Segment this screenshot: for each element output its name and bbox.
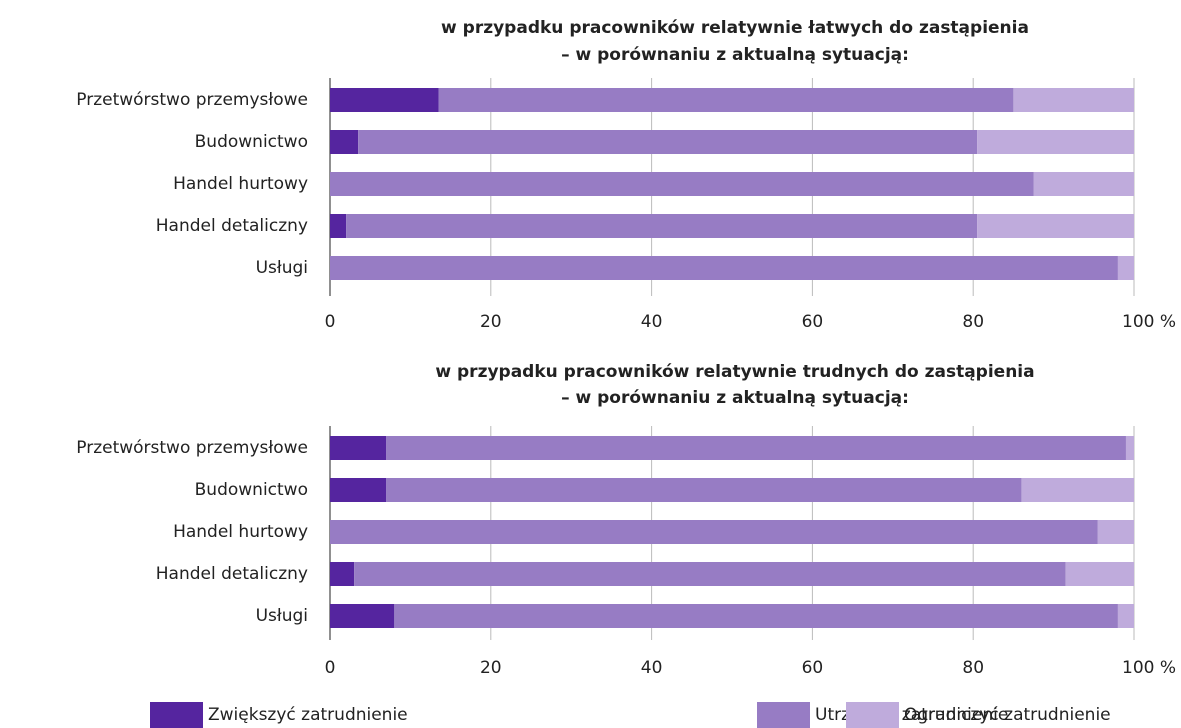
chart-title: w przypadku pracowników relatywnie łatwy… [441, 18, 1029, 38]
bar-segment [330, 520, 1098, 544]
x-tick-label: 40 [641, 658, 663, 678]
y-tick-label: Budownictwo [195, 480, 308, 500]
y-tick-label: Przetwórstwo przemysłowe [76, 438, 308, 458]
bar-segment [1117, 256, 1134, 280]
bar-segment [1117, 604, 1134, 628]
x-tick-label: 0 [325, 658, 336, 678]
bar-segment [358, 130, 978, 154]
bar-segment [330, 562, 355, 586]
bar-segment [438, 88, 1014, 112]
chart-subtitle: – w porównaniu z aktualną sytuacją: [561, 388, 909, 408]
y-tick-label: Budownictwo [195, 132, 308, 152]
y-tick-label: Handel detaliczny [156, 564, 308, 584]
x-tick-label: 80 [962, 658, 984, 678]
bar-segment [330, 436, 387, 460]
bar-segment [330, 88, 439, 112]
y-tick-label: Handel hurtowy [173, 522, 308, 542]
bar-segment [330, 478, 387, 502]
y-tick-label: Przetwórstwo przemysłowe [76, 90, 308, 110]
chart-title: w przypadku pracowników relatywnie trudn… [435, 362, 1034, 382]
bar-segment [977, 214, 1134, 238]
bar-segment [354, 562, 1066, 586]
x-tick-label: 100 % [1122, 658, 1176, 678]
legend-swatch [846, 702, 899, 728]
chart-subtitle: – w porównaniu z aktualną sytuacją: [561, 45, 909, 65]
bar-segment [1013, 88, 1134, 112]
bar-segment [1097, 520, 1134, 544]
legend-label: Ograniczyć zatrudnienie [904, 705, 1111, 725]
bar-segment [1125, 436, 1134, 460]
legend-swatch [150, 702, 203, 728]
bar-segment [1065, 562, 1134, 586]
bar-segment [330, 256, 1118, 280]
legend-swatch [757, 702, 810, 728]
x-tick-label: 20 [480, 658, 502, 678]
bar-segment [1021, 478, 1134, 502]
y-tick-label: Handel hurtowy [173, 174, 308, 194]
bar-segment [330, 172, 1034, 196]
bar-segment [330, 214, 347, 238]
x-tick-label: 60 [802, 658, 824, 678]
bar-segment [977, 130, 1134, 154]
legend-label: Zwiększyć zatrudnienie [208, 705, 408, 725]
y-tick-label: Handel detaliczny [156, 216, 308, 236]
bar-segment [346, 214, 978, 238]
y-tick-label: Usługi [256, 258, 308, 278]
x-tick-label: 80 [962, 312, 984, 332]
bar-segment [386, 436, 1126, 460]
y-tick-label: Usługi [256, 606, 308, 626]
bar-segment [330, 130, 359, 154]
bar-segment [1033, 172, 1134, 196]
x-tick-label: 20 [480, 312, 502, 332]
bar-segment [330, 604, 395, 628]
bar-segment [386, 478, 1022, 502]
bar-segment [394, 604, 1118, 628]
x-tick-label: 40 [641, 312, 663, 332]
x-tick-label: 60 [802, 312, 824, 332]
x-tick-label: 0 [325, 312, 336, 332]
x-tick-label: 100 % [1122, 312, 1176, 332]
